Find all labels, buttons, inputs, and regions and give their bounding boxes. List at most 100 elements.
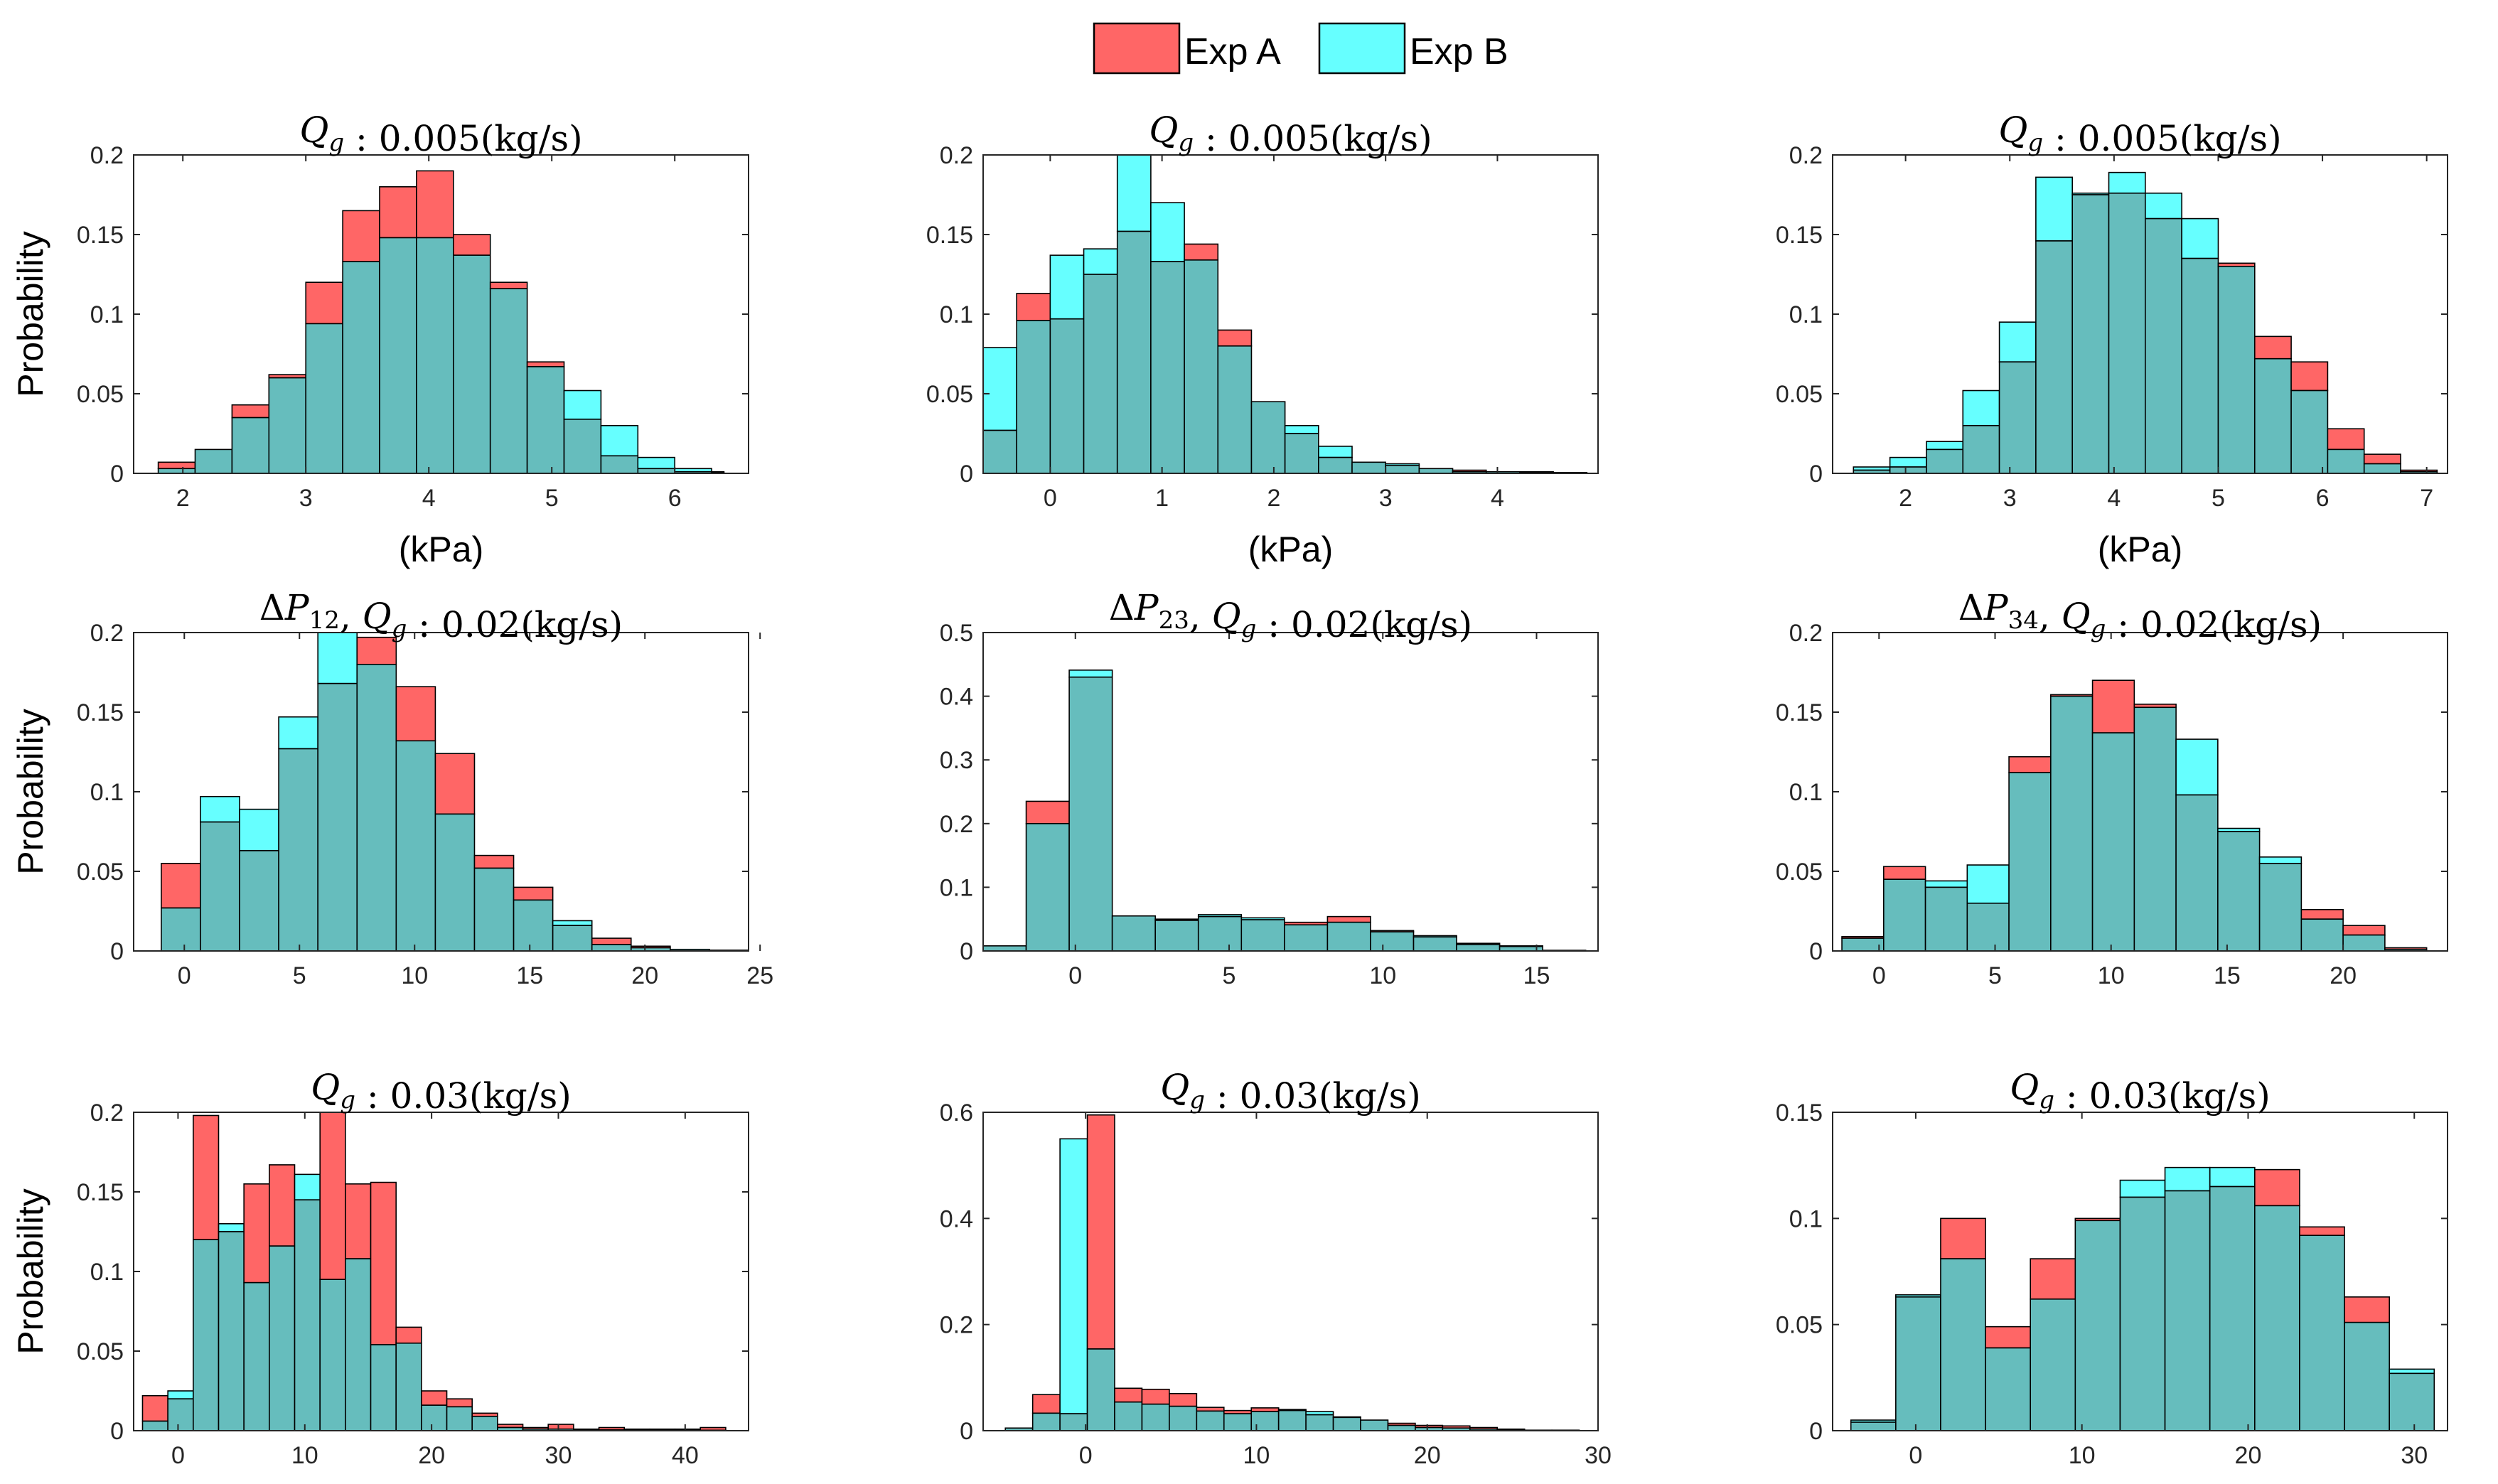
bar-exp-b	[317, 632, 358, 684]
legend-label-exp-b: Exp B	[1410, 31, 1508, 72]
bar-overlap	[1924, 886, 1968, 952]
y-axis-label: Probability	[11, 709, 50, 874]
x-tick-label: 10	[1243, 1442, 1270, 1469]
bar-exp-a	[243, 1183, 270, 1284]
y-tick-label: 0	[1809, 461, 1823, 488]
bar-overlap	[1966, 903, 2010, 952]
bar-exp-b	[2119, 1179, 2166, 1198]
bar-overlap	[269, 1245, 296, 1431]
bar-exp-b	[552, 920, 593, 926]
bar-overlap	[356, 663, 397, 952]
bar-exp-b	[563, 389, 602, 420]
x-tick-label: 5	[293, 962, 306, 989]
bar-overlap	[1250, 401, 1286, 474]
bar-overlap	[1284, 433, 1319, 474]
bar-overlap	[1277, 1409, 1307, 1431]
bar-exp-b	[1889, 456, 1927, 468]
bar-overlap	[2254, 1205, 2300, 1431]
bar-overlap	[1154, 920, 1199, 952]
bar-overlap	[600, 455, 639, 474]
bar-overlap	[2299, 1235, 2345, 1431]
bar-overlap	[637, 468, 675, 474]
histogram-panel-1: 0 0.05 0.1 0.15 0.2 2 3 4 5 6 Qg : 0.005(kg/s) (kPa…	[11, 109, 749, 569]
bars	[141, 1112, 727, 1431]
y-tick-label: 0.15	[1776, 699, 1823, 726]
histogram-panel-6: 0 0.05 0.1 0.15 0.2 0 5 10 15 20 ΔP34, Qg : 0.02(k…	[1776, 587, 2448, 989]
bar-exp-a	[2254, 1168, 2300, 1207]
bar-overlap	[2181, 257, 2219, 474]
histogram-panel-7: 0 0.05 0.1 0.15 0.2 0 10 20 30 40 Qg : 0.03(kg/s) P…	[11, 1067, 749, 1469]
x-tick-label: 15	[2214, 962, 2241, 989]
bar-overlap	[2133, 706, 2177, 952]
bar-exp-b	[637, 456, 675, 470]
bar-overlap	[294, 1199, 321, 1431]
x-tick-label: 4	[2107, 485, 2121, 512]
x-tick-label: 20	[418, 1442, 445, 1469]
y-tick-label: 0.2	[90, 142, 124, 169]
bar-exp-b	[982, 347, 1017, 431]
subplot-title: Qg : 0.03(kg/s)	[311, 1067, 572, 1117]
bar-exp-b	[1962, 389, 2000, 426]
bar-overlap	[1413, 936, 1457, 952]
x-tick-label: 3	[1379, 485, 1393, 512]
bar-overlap	[1351, 461, 1386, 474]
bar-overlap	[513, 899, 554, 952]
bar-exp-a	[2290, 361, 2329, 392]
y-tick-label: 0.1	[90, 1259, 124, 1286]
x-tick-label: 0	[1909, 1442, 1922, 1469]
y-tick-label: 0	[960, 938, 973, 965]
bar-exp-b	[239, 808, 279, 851]
bar-exp-a	[269, 1164, 296, 1247]
bar-exp-b	[200, 795, 240, 823]
subplot-title: ΔP23, Qg : 0.02(kg/s)	[1109, 587, 1472, 645]
x-tick-label: 10	[2098, 962, 2125, 989]
bar-exp-b	[1318, 446, 1353, 458]
bar-overlap	[2035, 240, 2074, 474]
histogram-panel-5: 0 0.1 0.2 0.3 0.4 0.5 0 5 10 15 ΔP23, Qg : 0.02(kg…	[940, 587, 1599, 989]
bar-overlap	[2389, 1372, 2435, 1431]
bar-overlap	[1016, 320, 1051, 474]
x-tick-label: 0	[171, 1442, 185, 1469]
bar-exp-a	[342, 210, 380, 262]
y-tick-label: 0.05	[77, 381, 124, 408]
bar-exp-b	[1116, 154, 1152, 232]
y-tick-label: 0.05	[77, 1338, 124, 1365]
bar-exp-b	[1966, 864, 2010, 904]
bar-exp-a	[2342, 925, 2386, 936]
bars	[157, 170, 725, 474]
bar-overlap	[1111, 915, 1157, 952]
bar-overlap	[1926, 448, 1964, 474]
bar-exp-b	[1998, 321, 2037, 363]
y-tick-label: 0.05	[1776, 859, 1823, 886]
bar-exp-a	[161, 863, 201, 909]
x-tick-label: 0	[178, 962, 191, 989]
bar-exp-b	[1150, 202, 1185, 262]
bar-exp-a	[305, 281, 343, 325]
bar-exp-b	[600, 424, 639, 457]
bar-overlap	[141, 1420, 168, 1431]
y-tick-label: 0.4	[940, 684, 973, 711]
x-tick-label: 10	[1369, 962, 1396, 989]
y-tick-label: 0.2	[940, 811, 973, 838]
bar-overlap	[2217, 831, 2261, 952]
bars	[1850, 1166, 2435, 1431]
bar-overlap	[319, 1279, 346, 1431]
bar-overlap	[2091, 732, 2135, 952]
y-tick-label: 0.15	[77, 699, 124, 726]
bar-overlap	[473, 867, 515, 952]
bar-overlap	[2342, 934, 2386, 952]
subplot-title: ΔP34, Qg : 0.02(kg/s)	[1958, 587, 2322, 645]
x-tick-label: 3	[299, 485, 313, 512]
bar-exp-a	[395, 686, 436, 742]
bar-overlap	[2145, 217, 2182, 474]
bar-overlap	[167, 1398, 194, 1431]
bar-overlap	[157, 468, 196, 474]
bar-overlap	[1284, 924, 1329, 952]
bar-overlap	[489, 288, 528, 474]
bars	[1004, 1114, 1580, 1431]
bar-exp-b	[2258, 856, 2303, 864]
x-tick-label: 1	[1155, 485, 1169, 512]
bar-exp-a	[231, 404, 270, 419]
bar-exp-a	[591, 937, 632, 945]
subplot-title: Qg : 0.005(kg/s)	[299, 109, 582, 159]
